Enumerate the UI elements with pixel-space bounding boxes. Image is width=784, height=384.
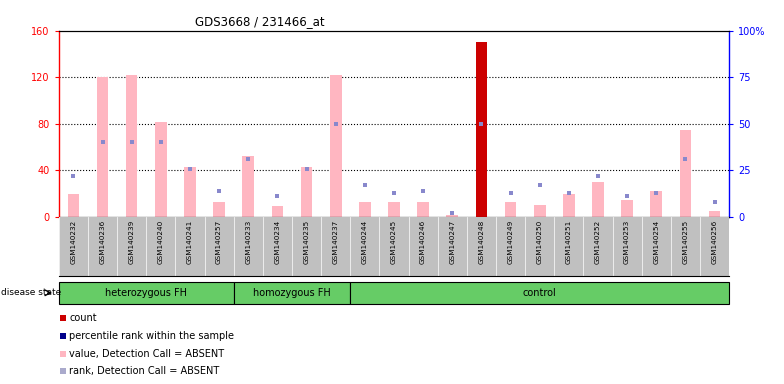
Bar bbox=[388, 202, 400, 217]
Bar bbox=[184, 167, 196, 217]
Text: GSM140257: GSM140257 bbox=[216, 220, 222, 264]
Bar bbox=[359, 202, 371, 217]
Bar bbox=[213, 202, 225, 217]
Bar bbox=[651, 191, 662, 217]
Bar bbox=[350, 281, 729, 304]
Text: GSM140233: GSM140233 bbox=[245, 220, 251, 264]
Bar bbox=[301, 167, 312, 217]
Bar bbox=[271, 207, 283, 217]
Bar bbox=[330, 75, 342, 217]
Bar bbox=[67, 194, 79, 217]
Bar bbox=[563, 194, 575, 217]
Text: GSM140246: GSM140246 bbox=[420, 220, 426, 264]
Text: GSM140251: GSM140251 bbox=[566, 220, 572, 264]
Bar bbox=[155, 121, 167, 217]
Text: homozygous FH: homozygous FH bbox=[253, 288, 331, 298]
Bar bbox=[242, 156, 254, 217]
Bar bbox=[709, 211, 720, 217]
Bar bbox=[446, 215, 458, 217]
Text: heterozygous FH: heterozygous FH bbox=[105, 288, 187, 298]
Text: GSM140235: GSM140235 bbox=[303, 220, 310, 264]
Bar bbox=[621, 200, 633, 217]
Text: GSM140254: GSM140254 bbox=[653, 220, 659, 264]
Text: GSM140255: GSM140255 bbox=[682, 220, 688, 264]
Text: GSM140240: GSM140240 bbox=[158, 220, 164, 264]
Text: GSM140245: GSM140245 bbox=[391, 220, 397, 264]
Text: GSM140256: GSM140256 bbox=[712, 220, 717, 264]
Bar bbox=[680, 130, 691, 217]
Text: GSM140232: GSM140232 bbox=[71, 220, 76, 264]
Text: GSM140247: GSM140247 bbox=[449, 220, 456, 264]
Bar bbox=[534, 205, 546, 217]
Text: count: count bbox=[69, 313, 96, 323]
Bar bbox=[125, 75, 137, 217]
Text: GSM140237: GSM140237 bbox=[332, 220, 339, 264]
Text: value, Detection Call = ABSENT: value, Detection Call = ABSENT bbox=[69, 349, 224, 359]
Bar bbox=[59, 281, 234, 304]
Text: percentile rank within the sample: percentile rank within the sample bbox=[69, 331, 234, 341]
Text: GSM140248: GSM140248 bbox=[478, 220, 485, 264]
Text: GSM140241: GSM140241 bbox=[187, 220, 193, 264]
Text: GSM140239: GSM140239 bbox=[129, 220, 135, 264]
Bar bbox=[505, 202, 517, 217]
Text: GSM140250: GSM140250 bbox=[537, 220, 543, 264]
Text: control: control bbox=[523, 288, 557, 298]
Bar bbox=[417, 202, 429, 217]
Bar bbox=[234, 281, 350, 304]
Text: GSM140249: GSM140249 bbox=[507, 220, 514, 264]
Bar bbox=[592, 182, 604, 217]
Text: disease state: disease state bbox=[1, 288, 61, 297]
Text: GSM140236: GSM140236 bbox=[100, 220, 106, 264]
Text: GSM140234: GSM140234 bbox=[274, 220, 281, 264]
Text: rank, Detection Call = ABSENT: rank, Detection Call = ABSENT bbox=[69, 366, 220, 376]
Text: GSM140244: GSM140244 bbox=[361, 220, 368, 264]
Text: GDS3668 / 231466_at: GDS3668 / 231466_at bbox=[195, 15, 325, 28]
Bar bbox=[96, 77, 108, 217]
Bar bbox=[476, 42, 487, 217]
Text: GSM140253: GSM140253 bbox=[624, 220, 630, 264]
Text: GSM140252: GSM140252 bbox=[595, 220, 601, 264]
